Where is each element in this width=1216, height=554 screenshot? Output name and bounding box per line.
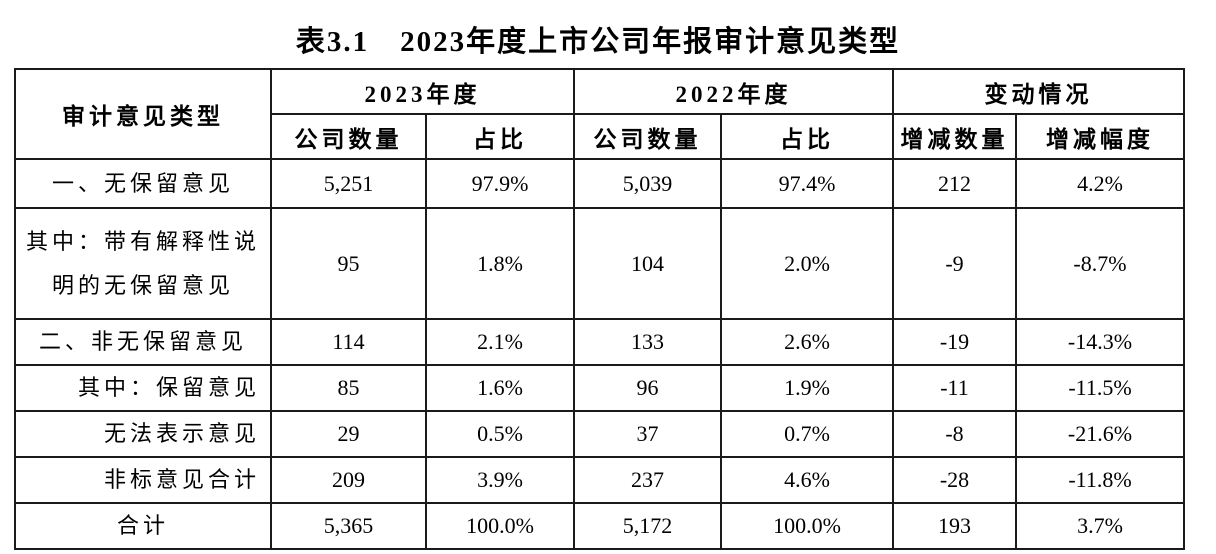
cell-2022-pct: 100.0% — [720, 502, 894, 550]
table-row: 非标意见合计 209 3.9% 237 4.6% -28 -11.8% — [14, 456, 1185, 504]
table-row-total: 合计 5,365 100.0% 5,172 100.0% 193 3.7% — [14, 502, 1185, 550]
cell-2023-pct: 2.1% — [425, 318, 575, 366]
header-row-groups: 审计意见类型 2023年度 2022年度 变动情况 — [14, 68, 1185, 160]
header-2022-company-count: 公司数量 — [573, 113, 722, 160]
cell-change-pct: -11.5% — [1015, 364, 1185, 412]
cell-2022-count: 5,172 — [573, 502, 722, 550]
cell-2023-pct: 1.6% — [425, 364, 575, 412]
header-change-count: 增减数量 — [892, 113, 1017, 160]
row-label: 其中：保留意见 — [14, 364, 272, 412]
row-label: 一、无保留意见 — [14, 158, 272, 209]
table-row: 其中：保留意见 85 1.6% 96 1.9% -11 -11.5% — [14, 364, 1185, 412]
cell-2023-pct: 3.9% — [425, 456, 575, 504]
cell-2022-pct: 97.4% — [720, 158, 894, 209]
cell-2023-pct: 100.0% — [425, 502, 575, 550]
cell-change-count: -11 — [892, 364, 1017, 412]
cell-2022-count: 104 — [573, 207, 722, 320]
cell-2022-count: 96 — [573, 364, 722, 412]
row-label: 非标意见合计 — [14, 456, 272, 504]
cell-change-count: 212 — [892, 158, 1017, 209]
cell-2022-pct: 2.6% — [720, 318, 894, 366]
header-group-change: 变动情况 — [892, 68, 1185, 115]
header-group-2022: 2022年度 — [573, 68, 894, 115]
cell-2022-count: 237 — [573, 456, 722, 504]
cell-change-pct: -8.7% — [1015, 207, 1185, 320]
table-row: 其中：带有解释性说明的无保留意见 95 1.8% 104 2.0% -9 -8.… — [14, 207, 1185, 320]
cell-2022-pct: 2.0% — [720, 207, 894, 320]
cell-change-count: -9 — [892, 207, 1017, 320]
cell-2022-pct: 4.6% — [720, 456, 894, 504]
header-2022-proportion: 占比 — [720, 113, 894, 160]
cell-change-pct: 4.2% — [1015, 158, 1185, 209]
row-label: 其中：带有解释性说明的无保留意见 — [14, 207, 272, 320]
header-row-subheaders: 公司数量 占比 公司数量 占比 增减数量 增减幅度 — [15, 113, 1185, 160]
cell-2023-count: 209 — [270, 456, 427, 504]
audit-opinion-table: 审计意见类型 2023年度 2022年度 变动情况 公司数量 占比 公司数量 占… — [14, 68, 1185, 550]
header-2023-company-count: 公司数量 — [270, 113, 427, 160]
table-row: 无法表示意见 29 0.5% 37 0.7% -8 -21.6% — [14, 410, 1185, 458]
cell-2023-count: 5,365 — [270, 502, 427, 550]
cell-2022-count: 37 — [573, 410, 722, 458]
cell-2023-count: 114 — [270, 318, 427, 366]
cell-2023-pct: 0.5% — [425, 410, 575, 458]
cell-2022-count: 133 — [573, 318, 722, 366]
cell-2022-pct: 0.7% — [720, 410, 894, 458]
cell-2023-count: 95 — [270, 207, 427, 320]
header-change-rate: 增减幅度 — [1015, 113, 1185, 160]
cell-2023-pct: 1.8% — [425, 207, 575, 320]
row-label: 合计 — [14, 502, 272, 550]
cell-change-count: -8 — [892, 410, 1017, 458]
cell-2023-count: 29 — [270, 410, 427, 458]
table-title: 表3.1 2023年度上市公司年报审计意见类型 — [295, 26, 901, 58]
cell-change-pct: 3.7% — [1015, 502, 1185, 550]
table-row: 二、非无保留意见 114 2.1% 133 2.6% -19 -14.3% — [14, 318, 1185, 366]
header-opinion-type: 审计意见类型 — [14, 68, 272, 160]
cell-change-pct: -11.8% — [1015, 456, 1185, 504]
header-group-2023: 2023年度 — [270, 68, 575, 115]
row-label: 二、非无保留意见 — [14, 318, 272, 366]
cell-change-pct: -21.6% — [1015, 410, 1185, 458]
cell-2023-pct: 97.9% — [425, 158, 575, 209]
cell-2022-count: 5,039 — [573, 158, 722, 209]
cell-change-count: -28 — [892, 456, 1017, 504]
row-label: 无法表示意见 — [14, 410, 272, 458]
cell-change-pct: -14.3% — [1015, 318, 1185, 366]
cell-2023-count: 85 — [270, 364, 427, 412]
header-2023-proportion: 占比 — [425, 113, 575, 160]
table-row: 一、无保留意见 5,251 97.9% 5,039 97.4% 212 4.2% — [14, 158, 1185, 209]
cell-change-count: -19 — [892, 318, 1017, 366]
cell-2023-count: 5,251 — [270, 158, 427, 209]
cell-change-count: 193 — [892, 502, 1017, 550]
cell-2022-pct: 1.9% — [720, 364, 894, 412]
